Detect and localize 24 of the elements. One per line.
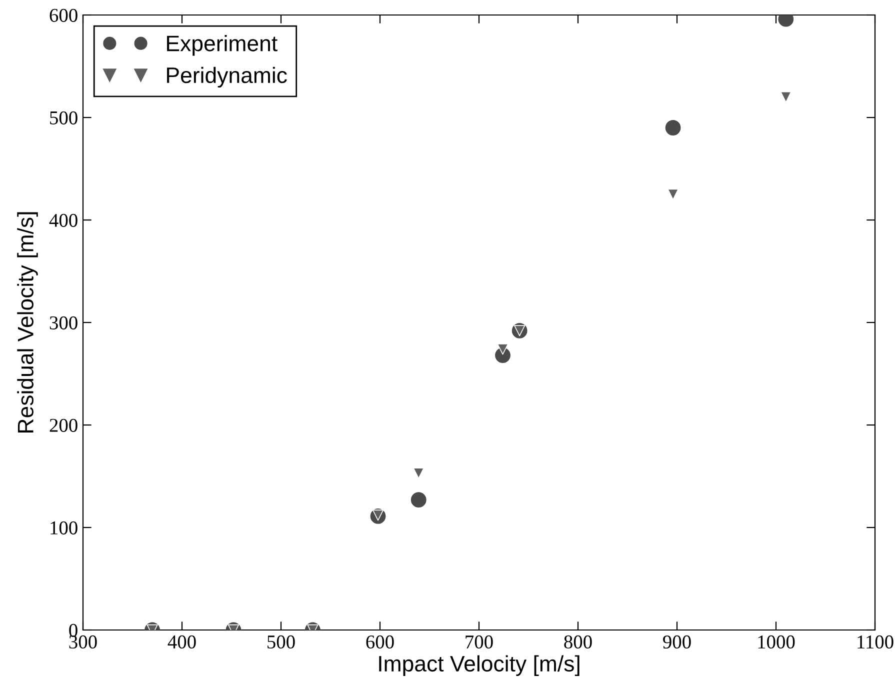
y-tick-label: 400 <box>49 214 78 227</box>
x-tick-label: 700 <box>466 635 493 649</box>
x-tick-label: 1100 <box>858 635 894 649</box>
legend-label: Experiment <box>167 35 278 56</box>
y-tick-label: 0 <box>69 624 78 637</box>
x-tick-label: 800 <box>564 635 592 649</box>
y-tick-label: 200 <box>50 418 78 432</box>
point <box>667 188 679 200</box>
x-axis-title: Impact Velocity [m/s] <box>379 655 580 676</box>
y-axis-title: Residual Velocity [m/s] <box>17 212 38 432</box>
y-tick-label: 500 <box>50 111 78 124</box>
x-tick-label: 300 <box>69 635 97 649</box>
x-tick-label: 600 <box>366 635 394 649</box>
point <box>497 344 508 355</box>
point <box>780 91 792 103</box>
x-tick-label: 500 <box>268 635 295 649</box>
x-tick-label: 1000 <box>758 635 795 649</box>
x-tick-label: 400 <box>168 635 196 649</box>
point <box>665 120 681 136</box>
legend-label: Peridynamic <box>167 66 287 88</box>
x-tick-label: 900 <box>663 635 691 649</box>
y-tick-label: 600 <box>50 8 78 22</box>
y-tick-label: 300 <box>50 316 78 330</box>
y-tick-label: 100 <box>50 521 78 534</box>
